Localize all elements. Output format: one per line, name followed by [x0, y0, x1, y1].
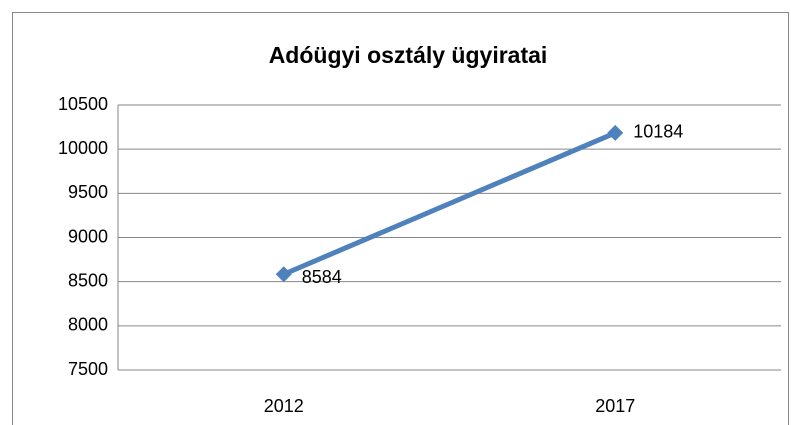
x-tick-label: 2017 [595, 396, 635, 416]
chart-border [12, 12, 789, 425]
data-label: 8584 [302, 267, 342, 287]
y-tick-label: 9000 [68, 226, 108, 246]
marker [607, 124, 624, 141]
y-tick-label: 9500 [68, 182, 108, 202]
line [281, 130, 618, 277]
marker [275, 266, 292, 283]
chart-title: Adóügyi osztály ügyiratai [269, 42, 548, 68]
y-tick-label: 7500 [68, 359, 108, 379]
y-tick-label: 8500 [68, 270, 108, 290]
y-tick-label: 10500 [58, 94, 108, 114]
x-tick-label: 2012 [264, 396, 304, 416]
y-tick-label: 8000 [68, 315, 108, 335]
data-label: 10184 [633, 122, 683, 142]
y-tick-label: 10000 [58, 138, 108, 158]
